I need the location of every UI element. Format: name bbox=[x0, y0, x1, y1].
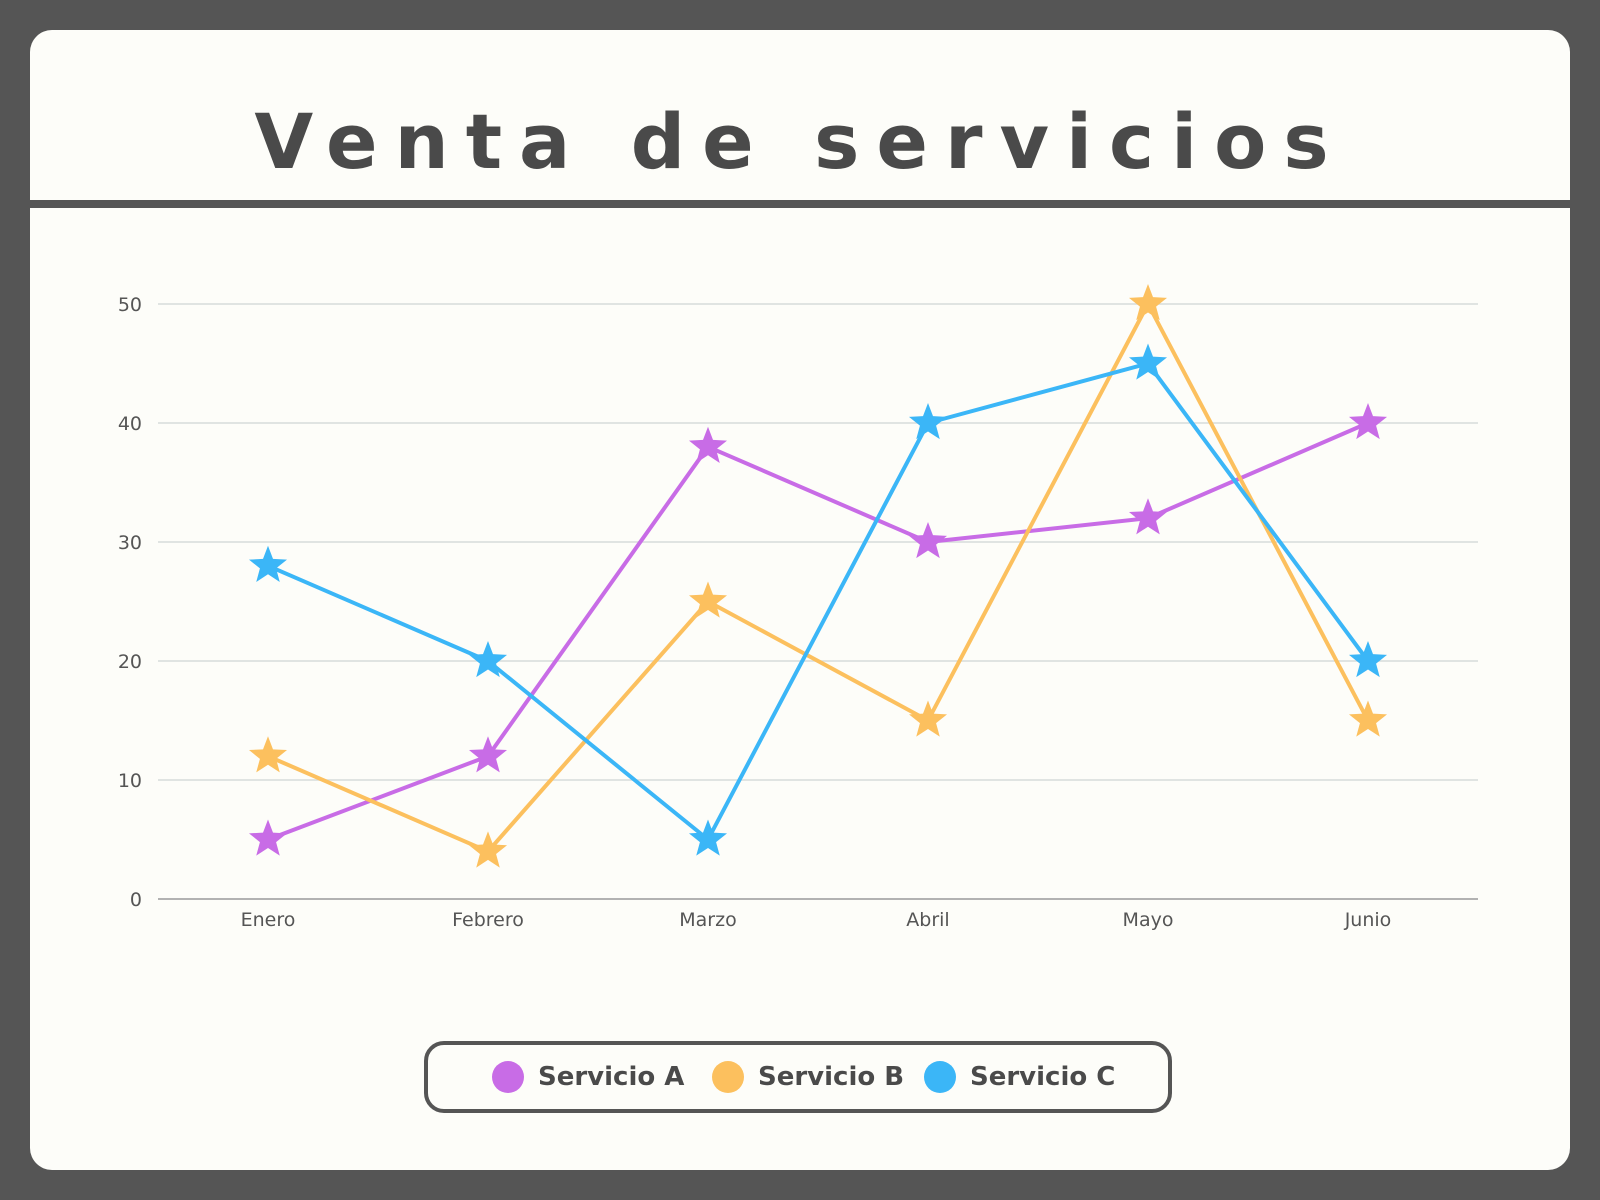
y-tick-label-30: 30 bbox=[118, 532, 142, 554]
legend-label-servicio-b: Servicio B bbox=[758, 1062, 905, 1092]
y-tick-label-50: 50 bbox=[118, 294, 142, 316]
y-tick-label-40: 40 bbox=[118, 413, 142, 435]
title-divider bbox=[30, 200, 1570, 208]
point-servicio-b-mayo bbox=[1128, 284, 1168, 321]
legend-item-servicio-c: Servicio C bbox=[924, 1057, 1115, 1097]
legend-item-servicio-b: Servicio B bbox=[712, 1057, 904, 1097]
series-line-servicio-b bbox=[267, 302, 1370, 854]
legend-label-servicio-c: Servicio C bbox=[970, 1062, 1116, 1092]
point-servicio-b-abril bbox=[908, 700, 948, 737]
point-servicio-c-mayo bbox=[1128, 343, 1168, 380]
x-tick-label-febrero: Febrero bbox=[452, 909, 524, 931]
point-servicio-a-mayo bbox=[1128, 498, 1168, 535]
point-servicio-b-marzo bbox=[688, 581, 728, 618]
point-servicio-a-marzo bbox=[688, 426, 728, 463]
point-servicio-a-abril bbox=[908, 522, 948, 559]
point-servicio-c-marzo bbox=[688, 819, 728, 856]
legend-label-servicio-a: Servicio A bbox=[538, 1062, 685, 1092]
point-servicio-b-enero bbox=[248, 736, 288, 773]
point-servicio-b-febrero bbox=[468, 831, 508, 868]
legend-dot-servicio-b bbox=[712, 1061, 744, 1093]
series-line-servicio-a bbox=[267, 421, 1369, 842]
x-tick-label-mayo: Mayo bbox=[1123, 909, 1174, 931]
point-servicio-c-abril bbox=[908, 403, 948, 440]
point-servicio-a-enero bbox=[248, 819, 288, 856]
x-tick-label-abril: Abril bbox=[906, 909, 949, 931]
chart-card: Venta de servicios 0 10 20 30 40 50 Enero Febre… bbox=[30, 30, 1570, 1170]
legend-dot-servicio-c bbox=[924, 1061, 956, 1093]
legend: Servicio A Servicio B Servicio C bbox=[424, 1041, 1172, 1113]
x-tick-label-marzo: Marzo bbox=[679, 909, 736, 931]
point-servicio-c-junio bbox=[1348, 641, 1388, 678]
point-servicio-b-junio bbox=[1348, 700, 1388, 737]
x-tick-label-enero: Enero bbox=[241, 909, 296, 931]
y-tick-label-0: 0 bbox=[130, 889, 142, 911]
legend-dot-servicio-a bbox=[492, 1061, 524, 1093]
point-servicio-a-junio bbox=[1348, 403, 1388, 440]
point-servicio-c-enero bbox=[248, 545, 288, 582]
y-tick-label-10: 10 bbox=[118, 770, 142, 792]
y-tick-label-20: 20 bbox=[118, 651, 142, 673]
point-servicio-c-febrero bbox=[468, 641, 508, 678]
x-tick-label-junio: Junio bbox=[1344, 909, 1392, 931]
series-line-servicio-c bbox=[267, 361, 1370, 842]
line-chart: 0 10 20 30 40 50 Enero Febrero Marzo Abril Mayo Jun… bbox=[118, 284, 1478, 931]
chart-title: Venta de servicios bbox=[254, 97, 1346, 186]
legend-item-servicio-a: Servicio A bbox=[492, 1057, 684, 1097]
point-servicio-a-febrero bbox=[468, 736, 508, 773]
